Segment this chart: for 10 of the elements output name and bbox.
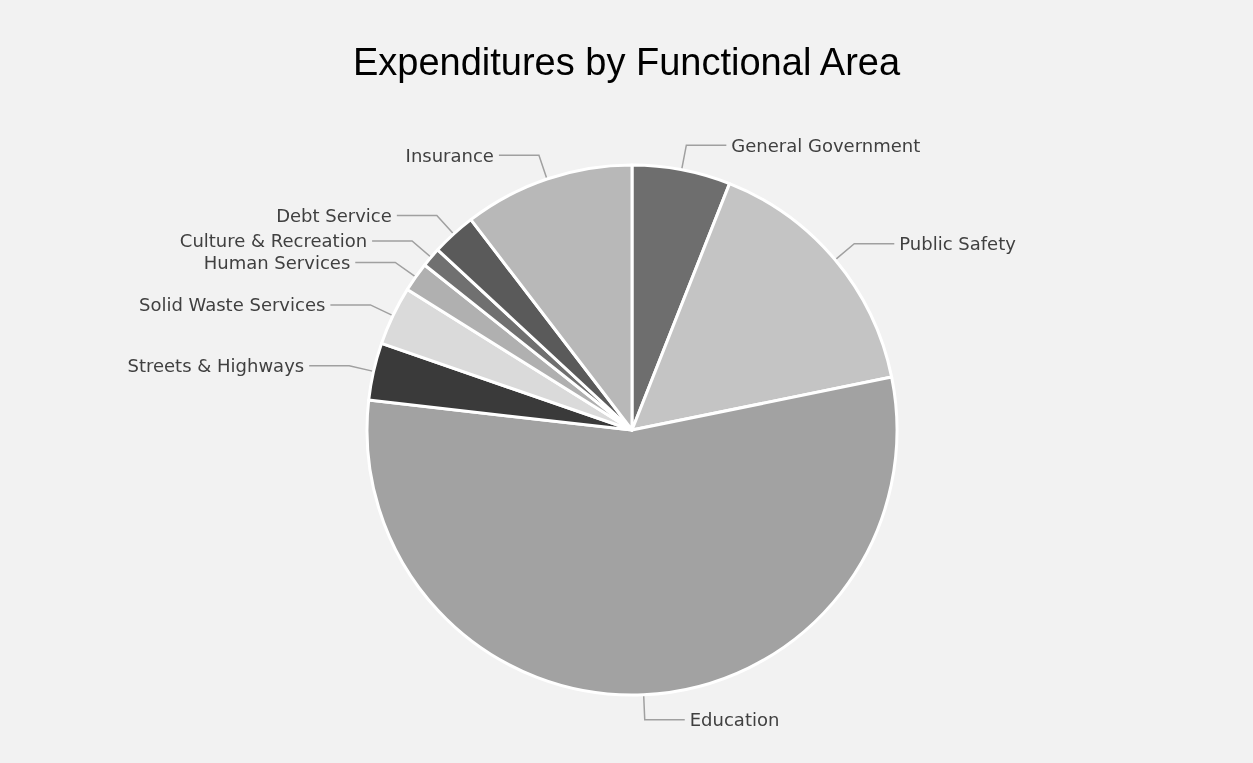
slice-label: General Government [731, 134, 921, 156]
slice-label: Solid Waste Services [138, 294, 326, 316]
slice-label: Public Safety [899, 233, 1017, 255]
slice-label: Human Services [203, 252, 351, 273]
slice-label: Insurance [405, 144, 494, 166]
slice-label: Streets & Highways [127, 355, 305, 377]
slice-label: Debt Service [276, 205, 392, 227]
chart-title: Expenditures by Functional Area [352, 41, 901, 83]
slice-label: Culture & Recreation [179, 230, 368, 252]
slice-label: Education [689, 709, 780, 731]
